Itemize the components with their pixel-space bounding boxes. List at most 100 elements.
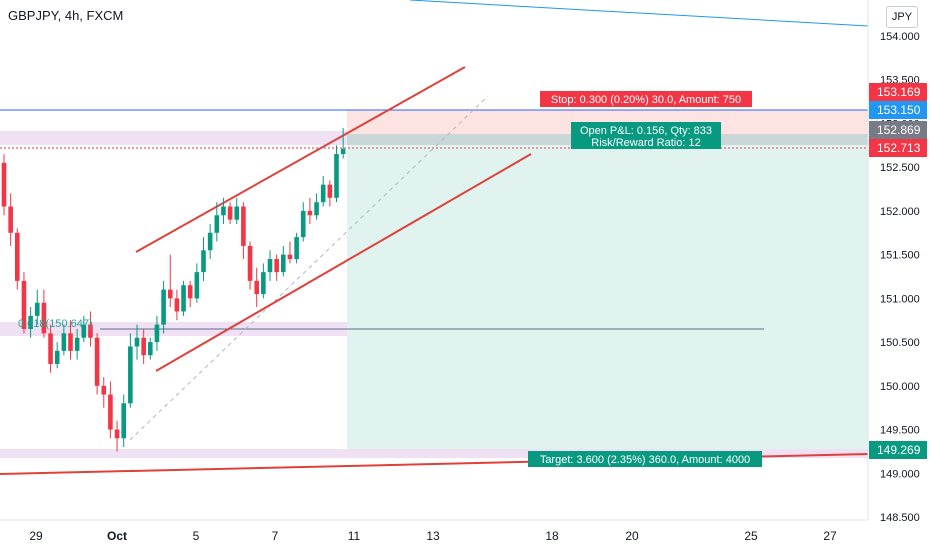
candle-body — [148, 342, 153, 356]
time-tick-label: 7 — [272, 529, 279, 543]
candle-body — [141, 337, 146, 356]
candle-body — [294, 237, 299, 260]
candle-body — [181, 285, 186, 312]
candle — [21, 272, 27, 334]
candle-body — [34, 302, 40, 316]
candle-body — [281, 254, 286, 273]
candle-body — [287, 254, 293, 260]
open-pnl-label: Open P&L: 0.156, Qty: 833 — [580, 125, 712, 137]
pnl-annotation[interactable]: Open P&L: 0.156, Qty: 833 Risk/Reward Ra… — [571, 122, 721, 149]
price-tick-label: 150.500 — [880, 337, 920, 349]
candle — [68, 320, 73, 360]
price-label-box — [869, 139, 927, 157]
stop-label: Stop: 0.300 (0.20%) 30.0, Amount: 750 — [551, 94, 741, 106]
price-tick-label: 149.500 — [880, 425, 920, 437]
candle-body — [48, 333, 53, 364]
candle-body — [340, 148, 346, 155]
candle-body — [227, 206, 233, 220]
price-label-box — [869, 441, 927, 459]
candle — [167, 254, 173, 308]
price-labels: 153.169 153.150 152.869 152.713 149.269 — [869, 83, 927, 459]
candle — [181, 280, 186, 316]
candle — [287, 241, 293, 264]
candle-body — [187, 285, 193, 299]
candle — [221, 197, 226, 225]
time-tick-label: Oct — [107, 529, 127, 543]
price-label-box — [869, 83, 927, 101]
candle-body — [101, 385, 107, 395]
candle-body — [320, 184, 326, 203]
candle — [307, 197, 313, 225]
candle-body — [81, 324, 87, 338]
candle-body — [154, 324, 160, 343]
candle-body — [108, 394, 113, 430]
candle-body — [161, 289, 166, 325]
candle-body — [234, 206, 240, 220]
price-tick-label: 152.500 — [880, 162, 920, 174]
candle-body — [247, 245, 253, 281]
target-label: Target: 3.600 (2.35%) 360.0, Amount: 400… — [540, 454, 750, 466]
price-label-box — [869, 101, 927, 119]
symbol-title[interactable]: GBPJPY, 4h, FXCM — [8, 8, 124, 23]
blue-trend-line[interactable] — [409, 0, 869, 27]
candle-body — [94, 337, 100, 386]
candle — [194, 263, 200, 303]
time-tick-label: 29 — [29, 529, 43, 543]
candles-group — [1, 127, 346, 452]
time-tick-label: 20 — [625, 529, 639, 543]
candle-body — [128, 346, 133, 404]
channel-lower-line[interactable] — [155, 153, 532, 372]
price-axis[interactable]: 154.000153.500153.000152.500152.000151.5… — [880, 31, 920, 524]
candle — [101, 377, 107, 408]
price-label-text: 152.713 — [877, 141, 921, 155]
candle-body — [201, 250, 206, 273]
candle — [261, 263, 266, 299]
candle — [234, 197, 240, 225]
candle — [28, 307, 33, 338]
candle — [247, 241, 253, 290]
candle-body — [134, 337, 140, 347]
candle-body — [207, 232, 213, 251]
candle — [201, 237, 206, 281]
candle-body — [241, 206, 246, 246]
candle — [214, 202, 220, 242]
candle — [327, 180, 333, 207]
price-label-text: 153.150 — [877, 103, 921, 117]
candle-body — [8, 206, 13, 233]
candle-body — [221, 206, 226, 216]
candle — [294, 232, 299, 264]
candle — [61, 324, 67, 356]
price-tick-label: 152.000 — [880, 206, 920, 218]
price-tick-label: 151.500 — [880, 250, 920, 262]
price-tick-label: 148.500 — [880, 512, 920, 524]
candle — [141, 328, 146, 364]
candle — [1, 154, 7, 216]
candle — [320, 175, 326, 207]
candle — [121, 394, 126, 448]
candle — [174, 289, 180, 321]
price-tick-label: 150.000 — [880, 381, 920, 393]
channel-upper-line[interactable] — [135, 66, 466, 253]
candle-body — [114, 429, 120, 439]
time-tick-label: 25 — [744, 529, 758, 543]
candle — [88, 311, 93, 347]
fib-label: 0.618(150.647) — [18, 318, 93, 330]
candle-body — [21, 280, 27, 329]
candle — [114, 420, 120, 452]
candle — [300, 202, 306, 242]
stop-annotation[interactable]: Stop: 0.300 (0.20%) 30.0, Amount: 750 — [540, 91, 752, 107]
currency-button[interactable]: JPY — [886, 6, 918, 28]
candle-body — [28, 315, 33, 329]
target-annotation[interactable]: Target: 3.600 (2.35%) 360.0, Amount: 400… — [528, 451, 762, 467]
candle-body — [261, 272, 266, 294]
candle-body — [327, 184, 333, 198]
candle — [207, 224, 213, 260]
candle-body — [68, 333, 73, 351]
candle — [281, 245, 286, 277]
candle-body — [334, 154, 339, 198]
candle — [314, 193, 319, 220]
time-axis[interactable]: 29 Oct 5 7 11 13 18 20 25 27 — [29, 529, 837, 543]
projection-line — [129, 95, 489, 441]
candle-body — [41, 302, 47, 334]
